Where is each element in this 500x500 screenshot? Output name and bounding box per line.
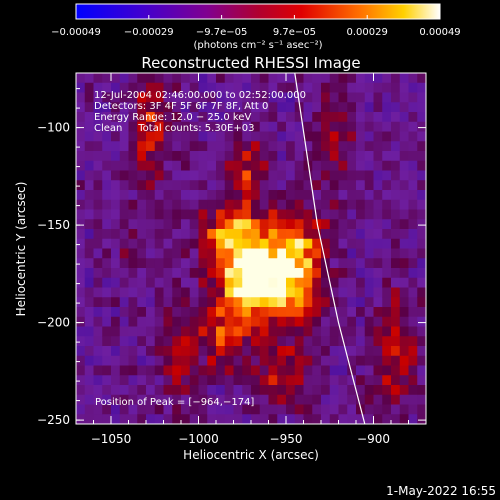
chart-title: Reconstructed RHESSI Image bbox=[141, 54, 360, 72]
y-tick-label: −150 bbox=[37, 218, 70, 232]
solar-limb-curve bbox=[294, 73, 366, 424]
peak-position-label: Position of Peak = [−964,−174] bbox=[95, 397, 254, 408]
colorbar-tick-label: −0.00029 bbox=[124, 27, 174, 38]
colorbar-tick-label: −9.7e−05 bbox=[196, 27, 248, 38]
x-tick-label: −950 bbox=[270, 432, 303, 446]
x-tick-label: −1000 bbox=[178, 432, 219, 446]
y-tick-label: −200 bbox=[37, 316, 70, 330]
colorbar-tick-label: 0.00029 bbox=[347, 27, 388, 38]
colorbar-tick-label: 9.7e−05 bbox=[273, 27, 316, 38]
annotation-time-range: 12-Jul-2004 02:46:00.000 to 02:52:00.000 bbox=[94, 90, 306, 101]
colorbar bbox=[75, 3, 441, 20]
y-axis-label: Heliocentric Y (arcsec) bbox=[14, 182, 28, 317]
y-tick-label: −250 bbox=[37, 413, 70, 427]
annotation-clean-counts: Clean Total counts: 5.30E+03 bbox=[94, 123, 254, 134]
y-tick-label: −100 bbox=[37, 121, 70, 135]
footer-timestamp: 1-May-2022 16:55 bbox=[386, 484, 496, 498]
annotation-detectors: Detectors: 3F 4F 5F 6F 7F 8F, Att 0 bbox=[94, 101, 268, 112]
colorbar-tick-label: −0.00049 bbox=[51, 27, 101, 38]
heatmap-image bbox=[76, 73, 426, 424]
x-tick-label: −900 bbox=[357, 432, 390, 446]
x-tick-label: −1050 bbox=[91, 432, 132, 446]
x-axis-label: Heliocentric X (arcsec) bbox=[183, 448, 319, 462]
annotation-block: 12-Jul-2004 02:46:00.000 to 02:52:00.000… bbox=[94, 90, 306, 134]
colorbar-unit-label: (photons cm⁻² s⁻¹ asec⁻²) bbox=[193, 40, 322, 51]
annotation-energy-range: Energy Range: 12.0 − 25.0 keV bbox=[94, 112, 251, 123]
colorbar-tick-label: 0.00049 bbox=[419, 27, 460, 38]
